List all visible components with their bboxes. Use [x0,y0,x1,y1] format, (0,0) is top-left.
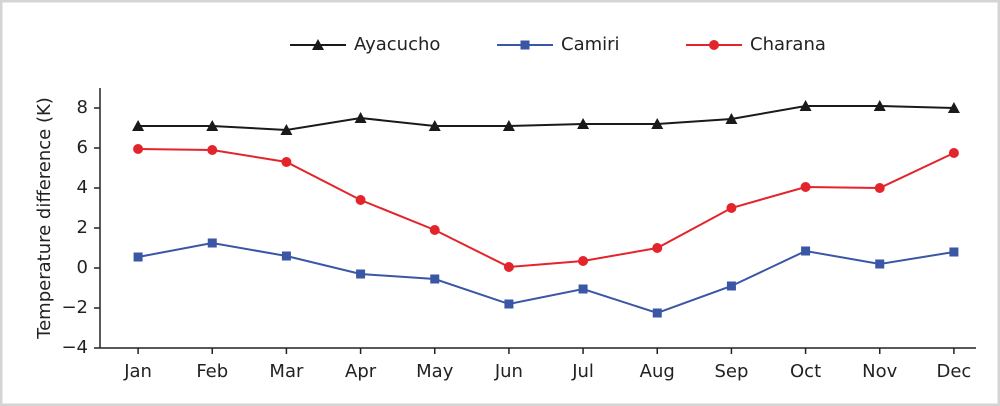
marker [428,120,441,131]
series-line [138,105,954,132]
marker [207,238,217,248]
marker [726,281,736,291]
marker [520,40,530,50]
marker [651,118,664,129]
marker [133,144,144,154]
marker [132,120,145,131]
y-tick-label: −2 [61,297,88,318]
y-tick-label: 2 [77,217,88,238]
x-tick-label: Jun [494,361,523,382]
marker [725,113,738,124]
marker [502,120,515,131]
series-line [138,148,955,269]
y-tick-label: −4 [61,337,88,358]
x-tick-label: Oct [790,361,821,382]
marker [577,118,590,129]
marker [949,247,959,257]
x-tick-label: Sep [714,361,748,382]
x-tick-label: May [416,361,454,382]
legend-label: Charana [750,34,826,55]
marker [312,39,324,50]
x-tick-label: Jul [571,361,594,382]
marker [873,100,886,111]
marker [709,40,719,50]
x-tick-label: Aug [640,361,675,382]
marker [133,252,143,262]
marker [652,243,663,253]
y-axis-label: Temperature difference (K) [34,97,55,340]
marker [948,148,959,158]
marker [207,145,218,155]
y-tick-label: 6 [77,137,88,158]
marker [578,284,588,294]
marker [504,299,514,309]
x-tick-label: Mar [269,361,304,382]
marker [430,274,440,284]
marker [874,183,885,193]
marker [578,256,589,266]
series-line [137,241,955,315]
x-tick-label: Apr [345,361,377,382]
marker [281,251,291,261]
y-tick-label: 4 [77,177,88,198]
marker [800,182,811,192]
x-tick-label: Nov [862,361,897,382]
marker [281,157,292,167]
marker [726,203,737,213]
marker [801,246,811,256]
marker [206,120,219,131]
marker [280,124,293,135]
marker [652,308,662,318]
marker [354,112,367,123]
y-tick-label: 8 [77,97,88,118]
legend-label: Camiri [561,34,620,55]
marker [799,100,812,111]
marker [355,195,366,205]
marker [947,102,960,113]
marker [503,262,514,272]
marker [875,259,885,269]
y-tick-label: 0 [77,257,88,278]
x-tick-label: Jan [123,361,152,382]
marker [356,269,366,279]
legend-label: Ayacucho [354,34,440,55]
x-tick-label: Feb [196,361,228,382]
marker [429,225,440,235]
x-tick-label: Dec [936,361,971,382]
